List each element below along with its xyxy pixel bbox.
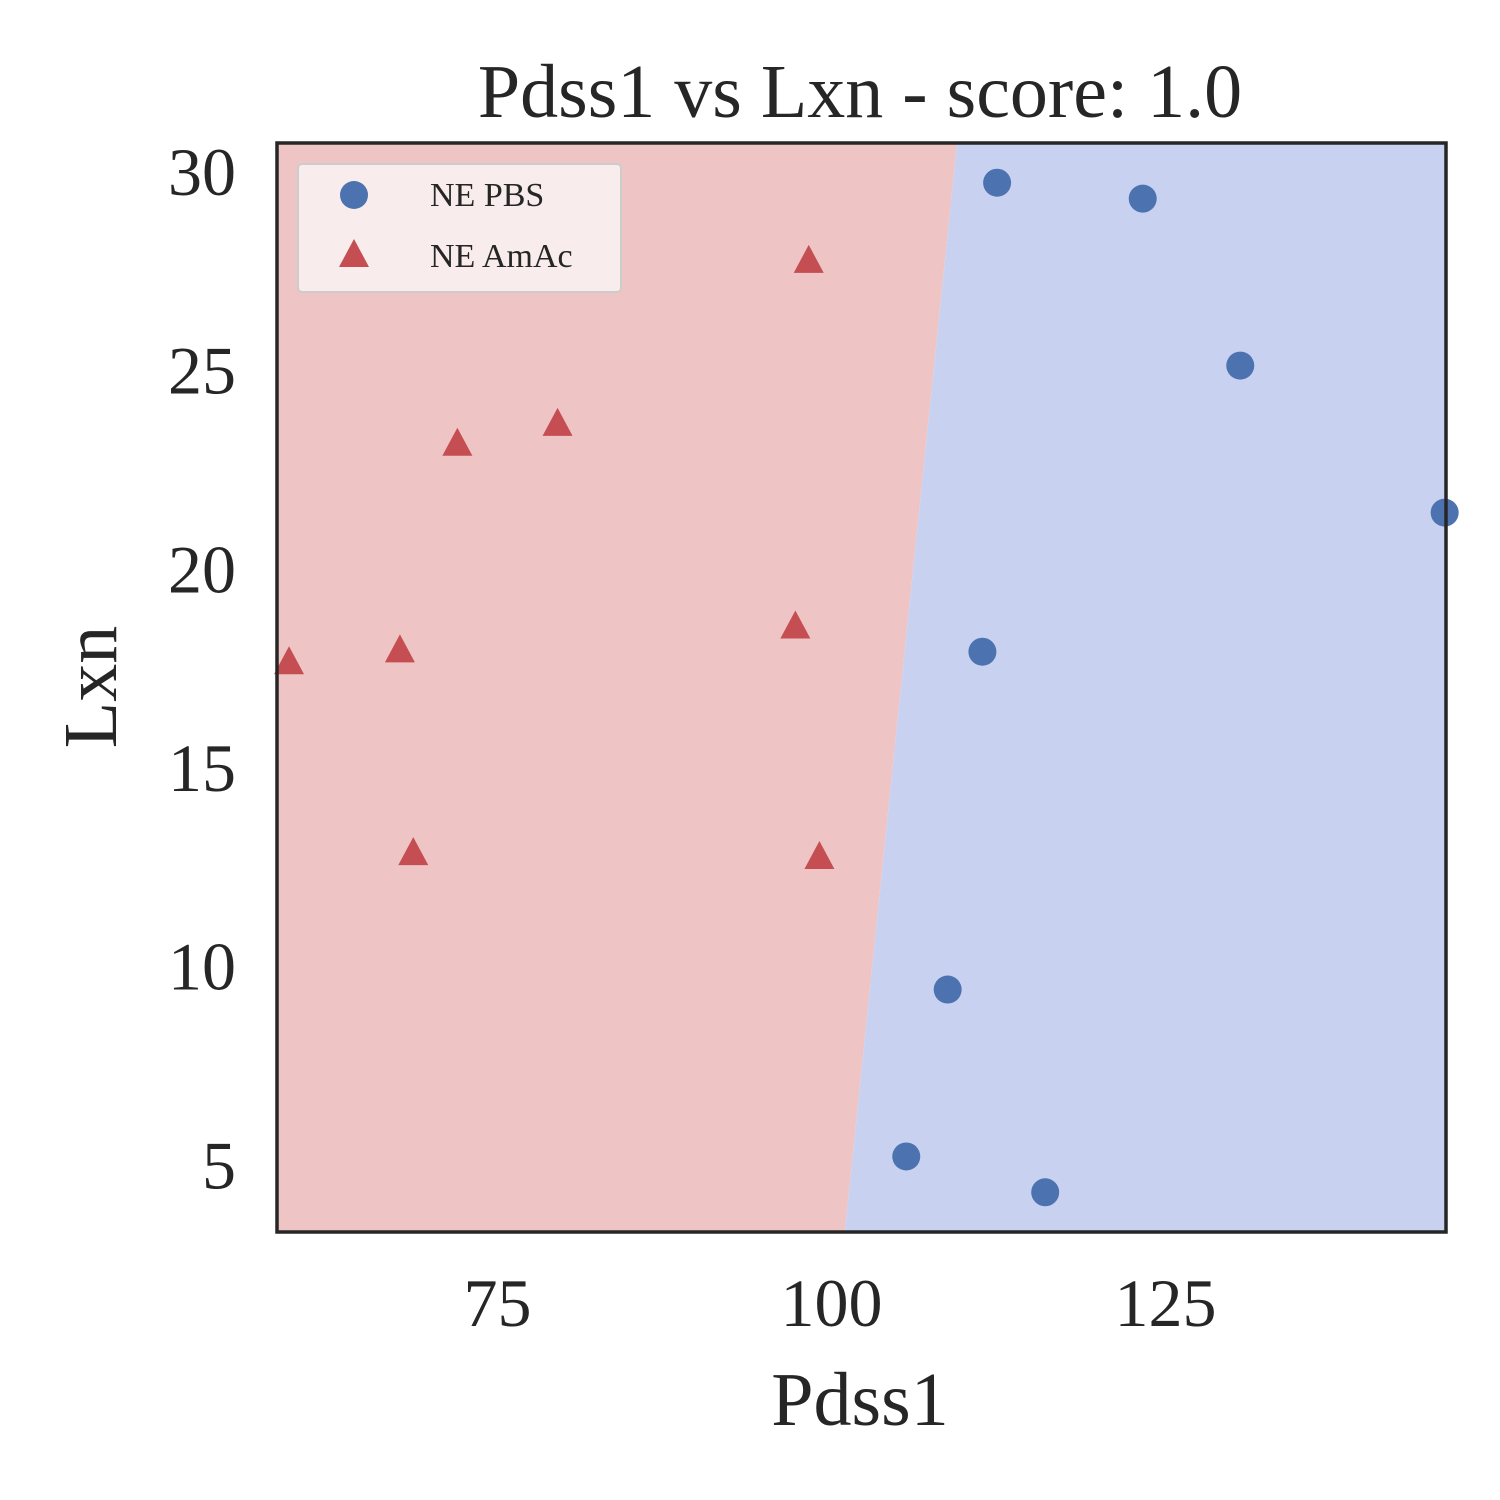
decision-region-left	[277, 143, 958, 1232]
x-tick-label: 100	[780, 1265, 882, 1341]
y-tick-label: 5	[202, 1127, 236, 1203]
data-point-triangle	[274, 646, 305, 675]
x-axis-label: Pdss1	[771, 1358, 948, 1442]
data-point-circle	[933, 975, 962, 1004]
data-point-triangle	[384, 634, 415, 663]
plot-area	[274, 141, 1459, 1234]
data-point-circle	[1226, 351, 1255, 380]
y-tick-label: 20	[168, 531, 236, 607]
legend-marker-triangle	[339, 239, 369, 267]
x-tick-label: 75	[463, 1265, 531, 1341]
data-point-triangle	[793, 244, 824, 273]
legend: NE PBS NE AmAc	[297, 163, 622, 293]
y-axis-label: Lxn	[49, 626, 133, 748]
data-point-circle	[983, 168, 1012, 197]
legend-box	[297, 163, 622, 293]
data-point-triangle	[442, 427, 473, 456]
y-tick-label: 10	[168, 929, 236, 1005]
data-point-circle	[1128, 184, 1157, 213]
data-point-triangle	[780, 610, 811, 639]
data-point-circle	[1031, 1178, 1060, 1207]
plot-frame	[275, 141, 1448, 1234]
y-tick-label: 25	[168, 333, 236, 409]
data-point-triangle	[398, 837, 429, 866]
x-tick-label: 125	[1114, 1265, 1216, 1341]
chart-title: Pdss1 vs Lxn - score: 1.0	[478, 50, 1242, 134]
decision-region-right	[844, 143, 1446, 1232]
y-tick-label: 30	[168, 134, 236, 210]
data-point-triangle	[804, 841, 835, 870]
data-point-circle	[892, 1142, 921, 1171]
legend-label: NE PBS	[430, 177, 544, 214]
legend-label: NE AmAc	[430, 238, 573, 275]
y-tick-label: 15	[168, 730, 236, 806]
data-point-circle	[968, 637, 997, 666]
legend-marker-circle	[340, 181, 368, 209]
data-point-triangle	[542, 407, 573, 436]
